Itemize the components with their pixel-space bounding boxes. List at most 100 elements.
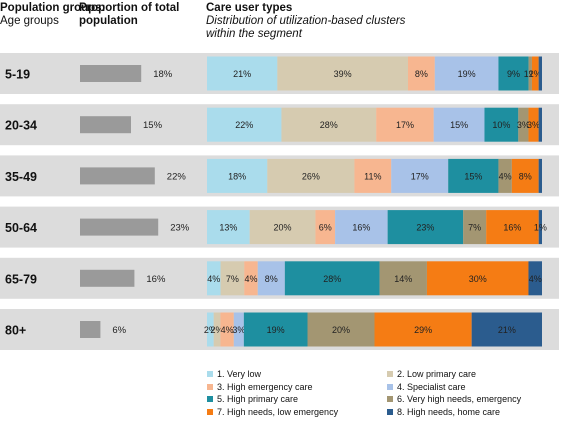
stack-segment <box>379 261 427 296</box>
care-user-types-header-subtitle: Distribution of utilization-based cluste… <box>206 15 406 40</box>
segment-value-label: 28% <box>323 274 341 284</box>
stack-segment <box>315 210 336 245</box>
stack-segment <box>244 261 258 296</box>
stack-segment <box>463 210 487 245</box>
legend-label: 1. Very low <box>217 369 262 379</box>
stack-segment <box>284 261 380 296</box>
stack-segment <box>387 210 464 245</box>
population-share-header: Proportion of total population <box>79 2 184 28</box>
segment-value-label: 9% <box>507 69 520 79</box>
stack-segment <box>335 210 388 245</box>
segment-value-label: 10% <box>492 120 510 130</box>
segment-value-label: 19% <box>267 325 285 335</box>
segment-value-label: 20% <box>332 325 350 335</box>
segment-value-label: 2% <box>529 69 542 79</box>
stack-segment <box>408 56 435 91</box>
population-share-bar <box>80 321 101 338</box>
segment-value-label: 3% <box>527 120 540 130</box>
stack-segment <box>220 312 234 347</box>
age-group-label: 35-49 <box>5 170 37 184</box>
segment-value-label: 21% <box>233 69 251 79</box>
legend-item: 7. High needs, low emergency <box>207 407 338 417</box>
legend-label: 7. High needs, low emergency <box>217 406 339 417</box>
legend-swatch <box>207 408 213 415</box>
age-group-label: 65-79 <box>5 272 37 286</box>
population-share-label: 18% <box>153 69 173 80</box>
stack-segment <box>538 158 542 193</box>
stack-segment <box>391 158 449 193</box>
care-user-types-header-title: Care user types <box>206 2 293 14</box>
age-group-label: 5-19 <box>5 68 30 82</box>
stack-segment <box>249 210 316 245</box>
population-share-label: 6% <box>112 325 126 336</box>
care-user-types-chart: 5-19 18% 21% 39% 8% 19% 9% 1%2%20-34 15% 22% 28% 17… <box>0 53 559 350</box>
legend-item: 6. Very high needs, emergency <box>387 394 521 404</box>
age-groups-header-subtitle: Age groups <box>0 15 59 27</box>
legend-label: 2. Low primary care <box>397 369 477 379</box>
stack-segment <box>471 312 542 347</box>
segment-value-label: 30% <box>469 274 487 284</box>
legend-label: 5. High primary care <box>217 394 299 404</box>
stack-segment <box>207 312 214 347</box>
segment-value-label: 15% <box>450 120 468 130</box>
legend-swatch <box>207 371 213 377</box>
population-share-label: 22% <box>167 171 187 182</box>
stack-segment <box>538 107 542 142</box>
segment-value-label: 26% <box>302 171 320 181</box>
stack-segment <box>528 56 532 91</box>
stack-segment <box>498 56 529 91</box>
stack-segment <box>277 56 408 91</box>
legend-swatch <box>387 396 393 402</box>
segment-value-label: 11% <box>364 171 381 181</box>
stack-segment <box>374 312 472 347</box>
legend-swatch <box>387 383 393 390</box>
stack-segment <box>220 261 245 296</box>
population-share-bar <box>80 65 142 82</box>
segment-value-label: 18% <box>228 171 246 181</box>
segment-value-label: 7% <box>468 223 481 233</box>
stack-segment <box>233 312 244 347</box>
stack-segment <box>243 312 308 347</box>
stack-segment <box>518 107 529 142</box>
stack-segment <box>538 210 542 245</box>
segment-value-label: 4% <box>244 274 257 284</box>
stack-segment <box>207 158 268 193</box>
age-groups-header: Population groups: Age groups <box>0 2 105 28</box>
legend-item: 8. High needs, home care <box>387 407 500 417</box>
legend-label: 3. High emergency care <box>217 381 313 392</box>
care-user-types-header: Care user types Distribution of utilizat… <box>206 2 416 41</box>
legend-label: 8. High needs, home care <box>397 406 501 417</box>
stack-segment <box>207 261 221 296</box>
legend-swatch <box>207 396 213 402</box>
legend-label: 4. Specialist care <box>397 381 466 392</box>
age-group-label: 80+ <box>5 324 26 338</box>
segment-value-label: 2% <box>204 325 217 335</box>
segment-value-label: 8% <box>265 274 278 284</box>
segment-value-label: 16% <box>352 223 370 233</box>
population-share-label: 23% <box>170 223 190 234</box>
segment-value-label: 4% <box>207 274 220 284</box>
stack-segment <box>213 312 221 347</box>
age-group-label: 20-34 <box>5 119 37 133</box>
stack-segment <box>307 312 375 347</box>
stack-segment <box>207 56 278 91</box>
population-share-bar <box>80 167 155 185</box>
segment-value-label: 15% <box>464 171 482 181</box>
segment-value-label: 6% <box>319 223 332 233</box>
stack-segment <box>528 107 539 142</box>
population-share-header-title: Proportion of total population <box>79 2 180 27</box>
segment-value-label: 14% <box>394 274 412 284</box>
segment-value-label: 8% <box>519 171 532 181</box>
segment-value-label: 2% <box>211 325 224 335</box>
segment-value-label: 17% <box>411 171 429 181</box>
legend-item: 3. High emergency care <box>207 382 313 392</box>
population-share-bar <box>80 218 159 236</box>
legend-swatch <box>387 408 393 415</box>
stack-segment <box>511 158 539 193</box>
legend-item: 4. Specialist care <box>387 382 466 392</box>
segment-value-label: 3% <box>232 325 245 335</box>
segment-value-label: 29% <box>414 325 432 335</box>
population-share-bar <box>80 269 135 287</box>
legend-swatch <box>207 383 213 390</box>
age-groups-header-title: Population groups: <box>0 2 106 14</box>
